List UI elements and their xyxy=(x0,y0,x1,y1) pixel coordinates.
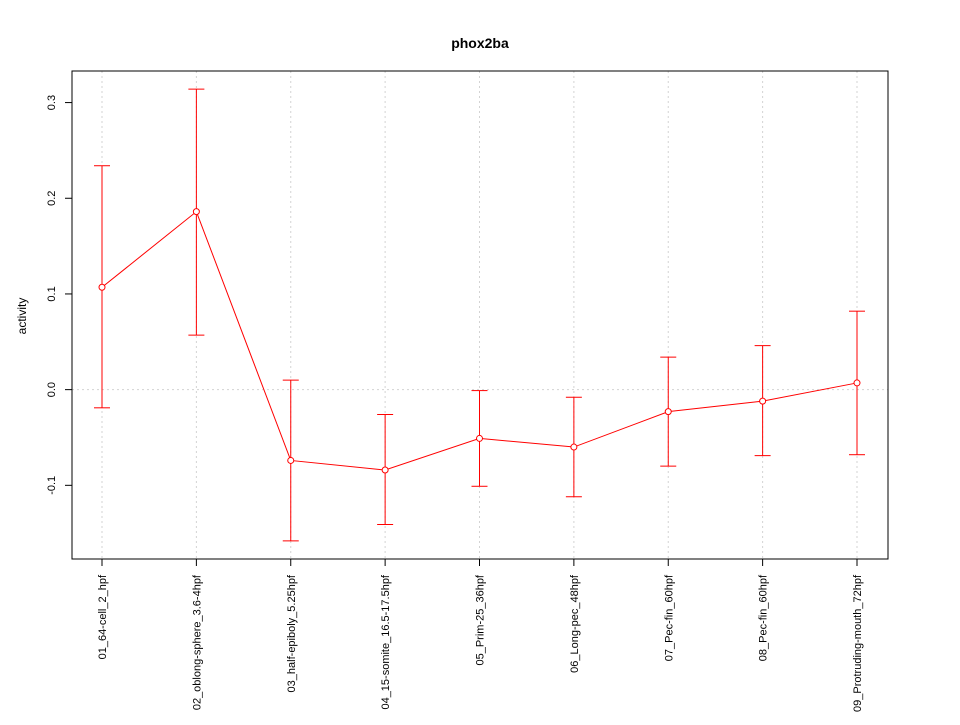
data-point xyxy=(759,397,767,405)
x-tick-label: 09_Protruding-mouth_72hpf xyxy=(852,574,864,712)
chart-title: phox2ba xyxy=(451,35,509,51)
x-tick-label: 05_Prim-25_36hpf xyxy=(475,574,487,665)
y-tick-label: 0.1 xyxy=(46,286,58,301)
y-tick-label: 0.3 xyxy=(46,95,58,110)
y-tick-label: 0.0 xyxy=(46,382,58,397)
data-point xyxy=(476,434,483,442)
data-point xyxy=(98,283,106,291)
data-point xyxy=(570,443,578,451)
y-axis-label: activity xyxy=(15,298,29,335)
data-point xyxy=(192,208,200,216)
data-point xyxy=(381,466,389,474)
x-tick-label: 02_oblong-sphere_3.6-4hpf xyxy=(191,574,203,710)
x-tick-label: 03_half-epiboly_5.25hpf xyxy=(286,574,298,692)
y-tick-label: -0.1 xyxy=(46,476,58,495)
data-point xyxy=(664,408,672,416)
x-tick-label: 07_Pec-fin_60hpf xyxy=(663,574,675,661)
x-tick-label: 01_64-cell_2_hpf xyxy=(97,574,109,659)
data-point xyxy=(287,456,295,464)
x-tick-label: 04_15-somite_16.5-17.5hpf xyxy=(380,574,392,709)
y-tick-label: 0.2 xyxy=(46,191,58,206)
x-tick-label: 08_Pec-fin_60hpf xyxy=(758,574,770,661)
data-layer xyxy=(94,88,865,542)
data-point xyxy=(853,379,861,387)
plot-frame xyxy=(71,70,889,560)
x-tick-label: 06_Long-pec_48hpf xyxy=(569,574,581,673)
